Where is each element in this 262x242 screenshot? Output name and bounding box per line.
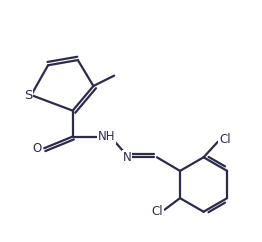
Text: N: N [123,151,132,164]
Text: NH: NH [98,130,115,143]
Text: Cl: Cl [219,133,231,146]
Text: S: S [24,89,32,102]
Text: Cl: Cl [151,205,163,218]
Text: O: O [32,142,42,155]
